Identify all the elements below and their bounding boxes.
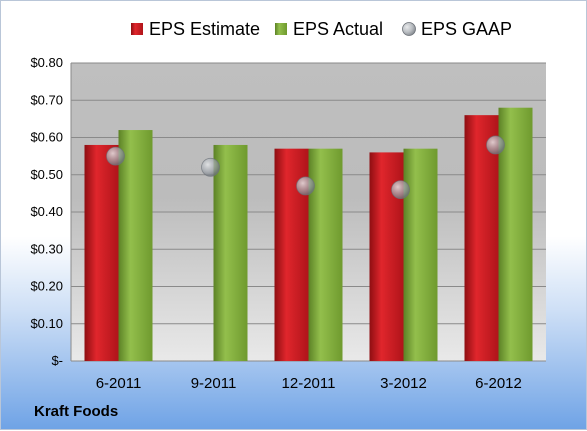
y-tick-label: $0.50 [30,167,63,182]
y-axis-ticks: $- $0.10 $0.20 $0.30 $0.40 $0.50 $0.60 $0.70 $0.… [30,55,63,368]
eps-gaap-point [296,176,315,196]
x-tick-label: 12-2011 [282,375,336,392]
eps-gaap-point [106,146,125,166]
eps-gaap-point [486,135,505,155]
legend-estimate-swatch [131,23,143,35]
y-tick-label: $0.40 [30,204,63,219]
y-tick-label: $0.30 [30,241,63,256]
legend-gaap-swatch [402,22,416,36]
x-tick-label: 9-2011 [191,375,237,392]
y-tick-label: $- [51,353,63,368]
eps-actual-bar [308,148,343,361]
eps-estimate-bar [464,115,499,362]
y-tick-label: $0.60 [30,130,63,145]
eps-estimate-bar [84,144,119,361]
eps-gaap-point [201,157,220,177]
y-tick-label: $0.20 [30,279,63,294]
eps-actual-bar [498,107,533,361]
x-tick-label: 3-2012 [380,375,427,392]
x-tick-label: 6-2012 [475,375,522,392]
legend-label: EPS Actual [293,19,383,39]
gaap-points [106,135,505,200]
y-tick-label: $0.80 [30,55,63,70]
y-tick-label: $0.70 [30,92,63,107]
y-tick-label: $0.10 [30,316,63,331]
eps-gaap-point [391,180,410,200]
legend-label: EPS GAAP [421,19,512,39]
bars [84,107,533,362]
company-label: Kraft Foods [34,403,119,420]
legend: EPS Estimate EPS Actual EPS GAAP [131,19,512,39]
eps-actual-bar [403,148,438,361]
eps-actual-bar [213,144,248,361]
legend-label: EPS Estimate [149,19,260,39]
x-axis-ticks: 6-2011 9-2011 12-2011 3-2012 6-2012 [96,375,522,392]
legend-actual-swatch [275,23,287,35]
x-tick-label: 6-2011 [96,375,142,392]
eps-actual-bar [118,130,153,361]
